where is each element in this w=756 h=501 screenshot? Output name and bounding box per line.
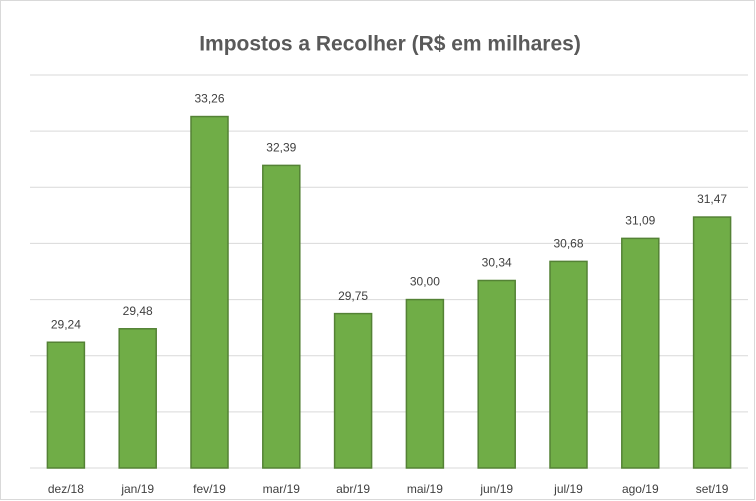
data-label: 33,26 [194,92,224,106]
bar [46,341,86,469]
x-tick-label: jul/19 [553,482,583,496]
bar [333,312,373,469]
bar [190,115,229,469]
data-label: 31,09 [625,214,655,228]
data-label: 29,48 [123,304,153,318]
data-label: 29,75 [338,289,368,303]
chart-title: Impostos a Recolher (R$ em milhares) [199,33,581,56]
x-tick-label: abr/19 [336,482,370,496]
x-tick-label: ago/19 [622,482,659,496]
data-label: 31,47 [697,192,727,206]
bar [621,237,660,469]
x-tick-label: dez/18 [48,482,84,496]
bar [477,279,516,469]
data-label: 30,00 [410,275,440,289]
x-tick-label: mar/19 [263,482,301,496]
x-tick-label: jun/19 [479,482,513,496]
bar [405,298,445,469]
data-label: 30,68 [553,237,583,251]
bar [549,260,588,469]
x-tick-label: fev/19 [193,482,226,496]
data-label: 30,34 [482,256,512,270]
bar [262,164,301,469]
data-label: 32,39 [266,141,296,155]
data-label: 29,24 [51,317,81,331]
bar [118,328,157,469]
bar [692,216,732,469]
x-tick-label: mai/19 [407,482,443,496]
x-tick-label: set/19 [696,482,729,496]
x-tick-label: jan/19 [120,482,154,496]
